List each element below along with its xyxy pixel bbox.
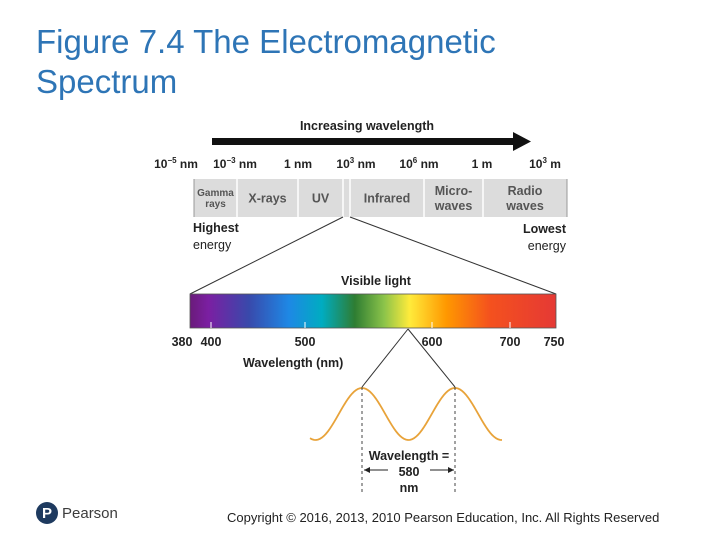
spectrum-band (194, 179, 567, 217)
region-label: Gamma (197, 188, 234, 199)
region-label: Micro- (435, 184, 473, 198)
lowest-energy-label-2: energy (528, 239, 567, 253)
visible-tick-label: 700 (500, 335, 521, 349)
copyright-notice: Copyright © 2016, 2013, 2010 Pearson Edu… (227, 510, 660, 525)
visible-tick-label: 500 (295, 335, 316, 349)
region-label: X-rays (248, 191, 286, 205)
region-label: UV (312, 191, 330, 205)
pearson-logo-icon: P (36, 502, 58, 524)
wavelength-arrow-head (513, 132, 531, 151)
title-line-1: Figure 7.4 The Electromagnetic (36, 23, 496, 60)
page-title: Figure 7.4 The Electromagnetic Spectrum (36, 22, 496, 102)
visible-tick-label: 400 (201, 335, 222, 349)
wavelength-arrowhead-left (364, 467, 370, 473)
visible-ticks: 380 400 500 600 700 750 (172, 322, 565, 349)
title-line-2: Spectrum (36, 63, 178, 100)
wavelength-label-1: Wavelength = (369, 449, 449, 463)
region-label: waves (434, 199, 473, 213)
scale-tick-label: 10−3 nm (213, 156, 257, 171)
wave-zoom-line-left (361, 328, 409, 388)
pearson-logo-text: Pearson (62, 504, 118, 522)
scale-tick-label: 10−5 nm (154, 156, 198, 171)
visible-tick-label: 380 (172, 335, 193, 349)
region-label: Radio (508, 184, 543, 198)
visible-spectrum-bar (189, 293, 557, 329)
highest-energy-label-2: energy (193, 238, 232, 252)
zoom-line-left (189, 216, 344, 295)
scale-tick-label: 1 nm (284, 157, 312, 171)
light-wave (309, 387, 503, 441)
visible-axis-label: Wavelength (nm) (243, 356, 343, 370)
visible-light-label: Visible light (341, 274, 412, 288)
pearson-logo: P Pearson (36, 502, 118, 524)
lowest-energy-label-1: Lowest (523, 222, 567, 236)
scale-ticks: 10−5 nm 10−3 nm 1 nm 103 nm 106 nm 1 m 103 m (154, 156, 561, 171)
visible-tick-label: 600 (422, 335, 443, 349)
scale-tick-label: 1 m (472, 157, 493, 171)
arrow-label: Increasing wavelength (300, 119, 434, 133)
wavelength-label-2: 580 (399, 465, 420, 479)
region-label: Infrared (364, 191, 411, 205)
wave-zoom-line-right (407, 328, 456, 388)
wavelength-label-3: nm (400, 481, 419, 495)
scale-tick-label: 103 nm (336, 156, 375, 171)
scale-tick-label: 106 nm (399, 156, 438, 171)
region-dividers (193, 179, 568, 217)
wavelength-arrowhead-right (448, 467, 454, 473)
wavelength-arrow-shaft (212, 138, 515, 145)
zoom-line-right (349, 216, 557, 295)
scale-tick-label: 103 m (529, 156, 561, 171)
visible-tick-label: 750 (544, 335, 565, 349)
highest-energy-label-1: Highest (193, 221, 240, 235)
region-label: rays (205, 199, 226, 210)
wavelength-label-backdrop (364, 446, 454, 496)
region-label: waves (505, 199, 544, 213)
